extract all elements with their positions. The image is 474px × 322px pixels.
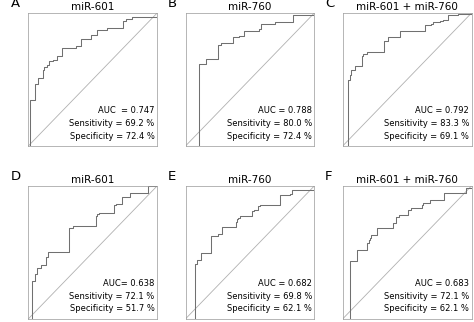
Title: miR-601: miR-601 [71, 2, 115, 12]
Text: B: B [168, 0, 177, 10]
Title: miR-601 + miR-760: miR-601 + miR-760 [356, 175, 458, 185]
Text: AUC = 0.792
Sensitivity = 83.3 %
Specificity = 69.1 %: AUC = 0.792 Sensitivity = 83.3 % Specifi… [383, 106, 469, 141]
Title: miR-601 + miR-760: miR-601 + miR-760 [356, 2, 458, 12]
Text: F: F [325, 170, 332, 183]
Text: C: C [325, 0, 334, 10]
Text: AUC = 0.682
Sensitivity = 69.8 %
Specificity = 62.1 %: AUC = 0.682 Sensitivity = 69.8 % Specifi… [227, 279, 312, 313]
Text: D: D [10, 170, 20, 183]
Text: E: E [168, 170, 176, 183]
Text: A: A [10, 0, 19, 10]
Text: AUC = 0.788
Sensitivity = 80.0 %
Specificity = 72.4 %: AUC = 0.788 Sensitivity = 80.0 % Specifi… [227, 106, 312, 141]
Title: miR-760: miR-760 [228, 175, 272, 185]
Text: AUC = 0.683
Sensitivity = 72.1 %
Specificity = 62.1 %: AUC = 0.683 Sensitivity = 72.1 % Specifi… [384, 279, 469, 313]
Title: miR-601: miR-601 [71, 175, 115, 185]
Text: AUC  = 0.747
Sensitivity = 69.2 %
Specificity = 72.4 %: AUC = 0.747 Sensitivity = 69.2 % Specifi… [70, 106, 155, 141]
Text: AUC= 0.638
Sensitivity = 72.1 %
Specificity = 51.7 %: AUC= 0.638 Sensitivity = 72.1 % Specific… [70, 279, 155, 313]
Title: miR-760: miR-760 [228, 2, 272, 12]
